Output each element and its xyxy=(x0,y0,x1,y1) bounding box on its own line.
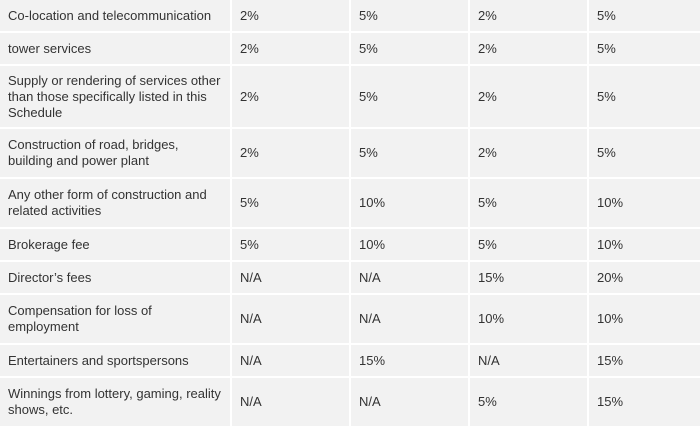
rate-cell: 10% xyxy=(470,295,587,343)
rate-cell: 15% xyxy=(351,345,468,376)
rate-cell: N/A xyxy=(232,345,349,376)
rate-cell: 5% xyxy=(589,33,700,64)
row-label: Any other form of construction and relat… xyxy=(0,179,230,227)
rate-cell: 10% xyxy=(589,179,700,227)
rate-cell: N/A xyxy=(351,378,468,426)
row-label: tower services xyxy=(0,33,230,64)
rate-cell: 10% xyxy=(351,179,468,227)
row-label: Director’s fees xyxy=(0,262,230,293)
rate-cell: 10% xyxy=(589,229,700,260)
rate-cell: 5% xyxy=(351,33,468,64)
table-row: Supply or rendering of services other th… xyxy=(0,66,700,127)
rate-cell: N/A xyxy=(351,262,468,293)
row-label: Compensation for loss of employment xyxy=(0,295,230,343)
rate-cell: 5% xyxy=(470,179,587,227)
rate-cell: 2% xyxy=(470,129,587,177)
table-row: Winnings from lottery, gaming, reality s… xyxy=(0,378,700,426)
rate-cell: 5% xyxy=(589,0,700,31)
rate-cell: 5% xyxy=(589,66,700,127)
row-label: Brokerage fee xyxy=(0,229,230,260)
rate-cell: 5% xyxy=(232,179,349,227)
row-label: Construction of road, bridges, building … xyxy=(0,129,230,177)
rate-cell: 2% xyxy=(232,0,349,31)
table-row: Construction of road, bridges, building … xyxy=(0,129,700,177)
table-row: Entertainers and sportspersons N/A 15% N… xyxy=(0,345,700,376)
rate-cell: 10% xyxy=(351,229,468,260)
table-row: Director’s fees N/A N/A 15% 20% xyxy=(0,262,700,293)
table-row: tower services 2% 5% 2% 5% xyxy=(0,33,700,64)
row-label: Supply or rendering of services other th… xyxy=(0,66,230,127)
rate-cell: N/A xyxy=(232,295,349,343)
row-label: Winnings from lottery, gaming, reality s… xyxy=(0,378,230,426)
rate-cell: 2% xyxy=(232,129,349,177)
rate-cell: 15% xyxy=(470,262,587,293)
rate-cell: 15% xyxy=(589,345,700,376)
rate-cell: 10% xyxy=(589,295,700,343)
rate-cell: 2% xyxy=(232,33,349,64)
rate-cell: N/A xyxy=(351,295,468,343)
rate-cell: 5% xyxy=(470,378,587,426)
rate-cell: 5% xyxy=(351,66,468,127)
rate-cell: 5% xyxy=(232,229,349,260)
rate-cell: 5% xyxy=(470,229,587,260)
rate-cell: 5% xyxy=(351,0,468,31)
table-row: Any other form of construction and relat… xyxy=(0,179,700,227)
rate-cell: 2% xyxy=(470,33,587,64)
rate-cell: 5% xyxy=(589,129,700,177)
rate-cell: N/A xyxy=(232,262,349,293)
rate-cell: N/A xyxy=(470,345,587,376)
table-row: Brokerage fee 5% 10% 5% 10% xyxy=(0,229,700,260)
row-label: Entertainers and sportspersons xyxy=(0,345,230,376)
rate-cell: 20% xyxy=(589,262,700,293)
rate-cell: 15% xyxy=(589,378,700,426)
rate-cell: 2% xyxy=(470,0,587,31)
rate-cell: 2% xyxy=(470,66,587,127)
rate-cell: 2% xyxy=(232,66,349,127)
rate-cell: 5% xyxy=(351,129,468,177)
row-label: Co-location and telecommunication xyxy=(0,0,230,31)
rate-cell: N/A xyxy=(232,378,349,426)
table-row: Co-location and telecommunication 2% 5% … xyxy=(0,0,700,31)
table-row: Compensation for loss of employment N/A … xyxy=(0,295,700,343)
